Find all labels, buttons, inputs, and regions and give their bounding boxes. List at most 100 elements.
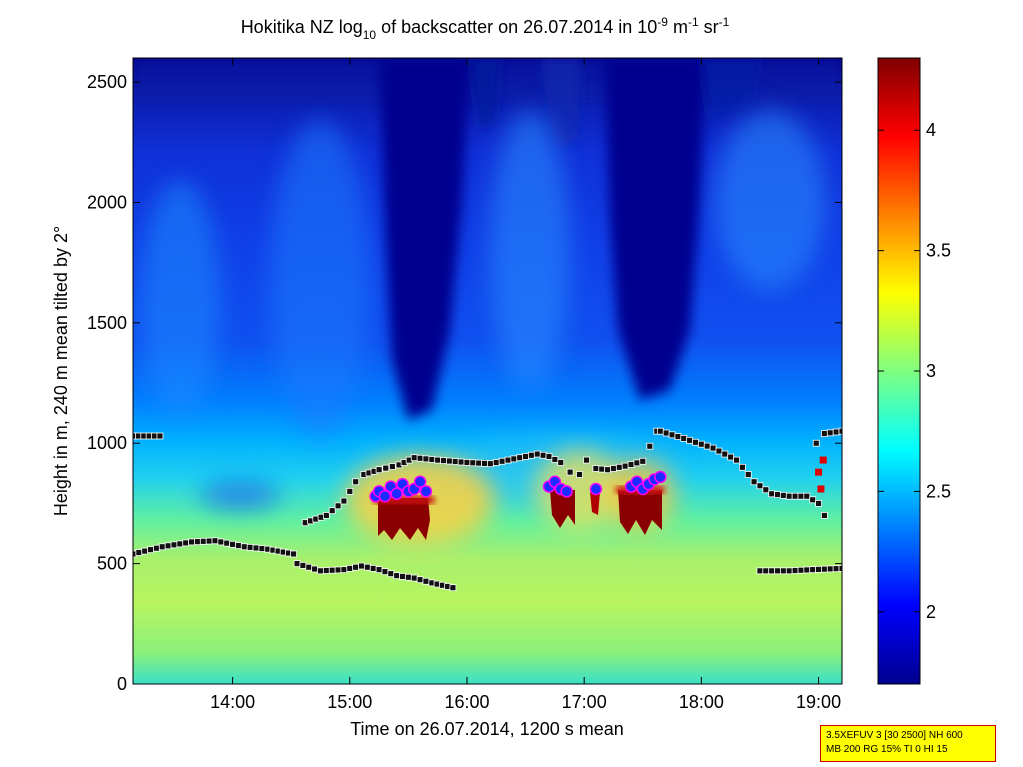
upper-layer-marker [738,463,746,471]
lower-layer-marker [832,565,840,573]
upper-layer-marker [457,458,465,466]
upper-layer-marker [721,450,729,458]
lower-layer-marker [404,573,412,581]
lower-layer-marker [375,566,383,574]
upper-layer-marker [545,453,553,460]
upper-layer-marker [598,465,606,473]
upper-layer-marker [487,460,494,468]
upper-layer-marker [510,455,518,463]
cloud-core-1 [378,498,430,540]
lower-layer-marker [182,539,190,547]
lower-layer-marker [229,540,237,548]
lower-layer-marker [153,544,160,552]
upper-layer-marker [516,454,524,462]
upper-layer-marker [522,453,529,460]
upper-layer-marker [416,454,424,462]
cloud-core-3 [590,492,600,515]
cloud-base-markers [369,470,667,503]
lower-layer-marker [328,566,336,574]
upper-layer-marker [750,478,758,486]
colorbar-tick-label: 2.5 [926,481,951,501]
y-tick-label: 2000 [87,192,127,212]
upper-layer-marker [382,464,390,472]
y-tick-label: 2500 [87,72,127,92]
lower-layer-marker [170,541,178,549]
upper-layer-marker [662,429,670,437]
lower-layer-marker [164,542,172,550]
rain-marker [815,468,823,476]
y-tick-label: 1000 [87,433,127,453]
upper-layer-marker [797,492,805,500]
x-tick-label: 14:00 [210,692,255,712]
upper-layer-marker [388,463,396,470]
lower-layer-marker [246,543,254,551]
upper-layer-marker [768,490,776,498]
chart-title: Hokitika NZ log10 of backscatter on 26.0… [241,15,730,42]
upper-layer-marker [504,456,512,464]
lower-layer-marker [363,563,371,571]
upper-layer-marker [498,457,506,465]
upper-layer-marker [592,465,600,472]
upper-layer-marker [463,459,471,466]
upper-layer-marker [815,500,822,507]
upper-layer-marker [469,459,477,467]
lower-layer-marker [387,570,395,578]
upper-layer-marker [340,497,348,505]
upper-layer-marker [780,491,787,499]
upper-layer-marker [566,468,574,476]
heatmap-dark-plumes [380,58,760,420]
lower-layer-marker [317,567,324,575]
lower-layer-marker [393,572,401,580]
lower-layer-marker [205,537,213,545]
colorbar-tick-label: 3 [926,361,936,381]
colorbar-ticks: 2 2.5 3 3.5 4 [878,120,951,622]
upper-layer-marker [428,456,436,463]
upper-layer-marker [346,487,354,495]
upper-layer-marker [668,431,676,439]
lower-layer-marker [381,568,389,576]
cloud-base-marker [654,470,667,484]
lower-layer-marker [352,563,360,571]
upper-layer-marker [615,463,623,471]
upper-layer-marker [697,440,705,448]
x-tick-label: 16:00 [444,692,489,712]
lower-layer-marker [768,567,776,575]
upper-layer-marker [621,462,629,470]
lower-layer-marker [293,560,301,568]
lower-layer-marker [410,574,418,582]
upper-layer-marker [703,442,711,450]
lower-layer-marker [756,567,764,575]
cloud-core-4 [618,490,662,535]
upper-layer-marker [821,512,828,519]
cloud-base-marker [560,485,573,498]
lower-layer-marker [299,562,307,569]
upper-layer-marker [352,478,360,486]
upper-layer-marker [832,428,840,436]
lower-layer-marker [821,565,828,573]
lower-layer-marker [176,540,184,548]
lower-layer-marker [235,542,242,549]
upper-layer-marker [744,471,752,478]
upper-layer-marker [646,442,654,450]
cloud-core-2 [550,490,575,528]
plot-frame [132,57,843,685]
lower-layer-marker [803,566,811,574]
lower-layer-marker [240,543,248,551]
colorbar [877,57,921,685]
upper-layer-marker [583,456,590,464]
upper-layer-marker [821,430,828,438]
lower-layer-marker [399,573,406,580]
x-axis-label: Time on 26.07.2014, 1200 s mean [350,719,624,739]
lower-layer-marker [797,566,805,574]
lower-layer-marker [774,567,781,575]
upper-layer-marker [709,444,717,452]
lower-layer-marker [422,577,430,585]
x-tick-label: 18:00 [679,692,724,712]
upper-layer-marker [557,459,565,466]
upper-layer-marker [328,507,336,515]
lower-layer-marker [838,565,842,572]
lower-layer-marker [223,539,231,547]
lower-layer-marker [141,547,149,555]
lower-layer-marker [305,563,313,571]
